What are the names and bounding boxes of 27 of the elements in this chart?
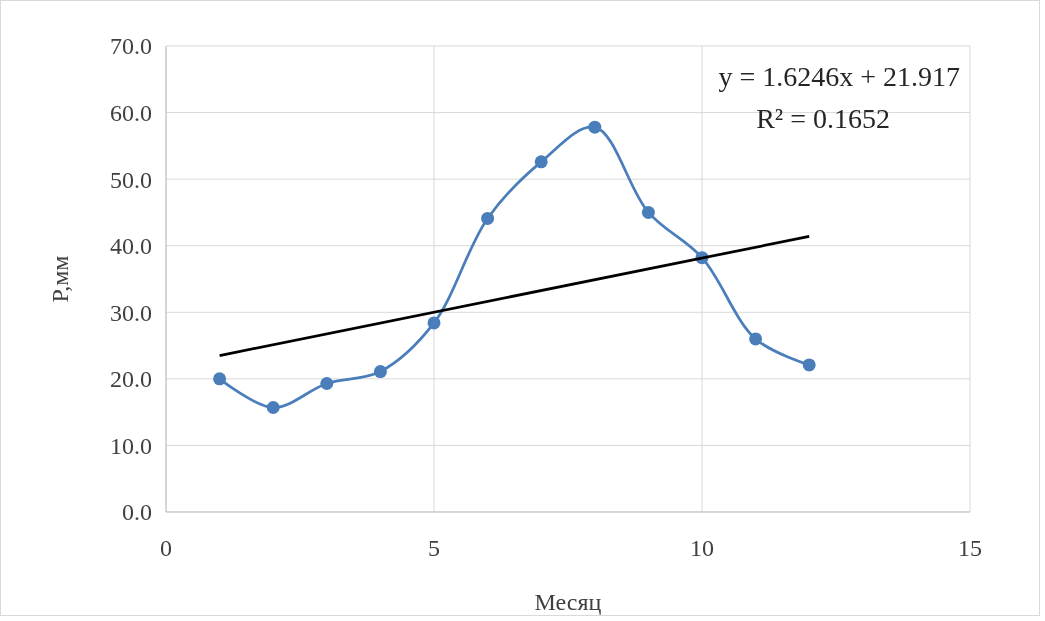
- point: [481, 211, 495, 225]
- y-tick-label: 20.0: [110, 366, 152, 393]
- annotation: R² = 0.1652: [756, 103, 890, 134]
- y-tick-label: 70.0: [110, 33, 152, 60]
- x-tick-label: 10: [690, 535, 714, 561]
- point: [534, 155, 548, 169]
- point: [373, 365, 387, 379]
- y-tick-label: 60.0: [110, 99, 152, 126]
- x-tick-label: 0: [160, 535, 172, 561]
- point: [588, 120, 602, 134]
- y-tick-label: 30.0: [110, 299, 152, 326]
- point: [213, 372, 227, 386]
- point: [266, 400, 280, 414]
- annotation: y = 1.6246x + 21.917: [718, 61, 960, 92]
- x-axis-title: Месяц: [534, 589, 602, 615]
- y-tick-label: 10.0: [110, 432, 152, 459]
- x-tick-label: 15: [958, 535, 982, 561]
- y-tick-label: 0.0: [122, 499, 152, 526]
- y-tick-label: 40.0: [110, 233, 152, 260]
- point: [802, 358, 816, 372]
- y-tick-label: 50.0: [110, 166, 152, 193]
- point: [641, 205, 655, 219]
- point: [320, 377, 334, 391]
- point: [749, 332, 763, 346]
- x-tick-label: 5: [428, 535, 440, 561]
- point: [427, 316, 441, 330]
- y-axis-title: P,мм: [47, 255, 73, 303]
